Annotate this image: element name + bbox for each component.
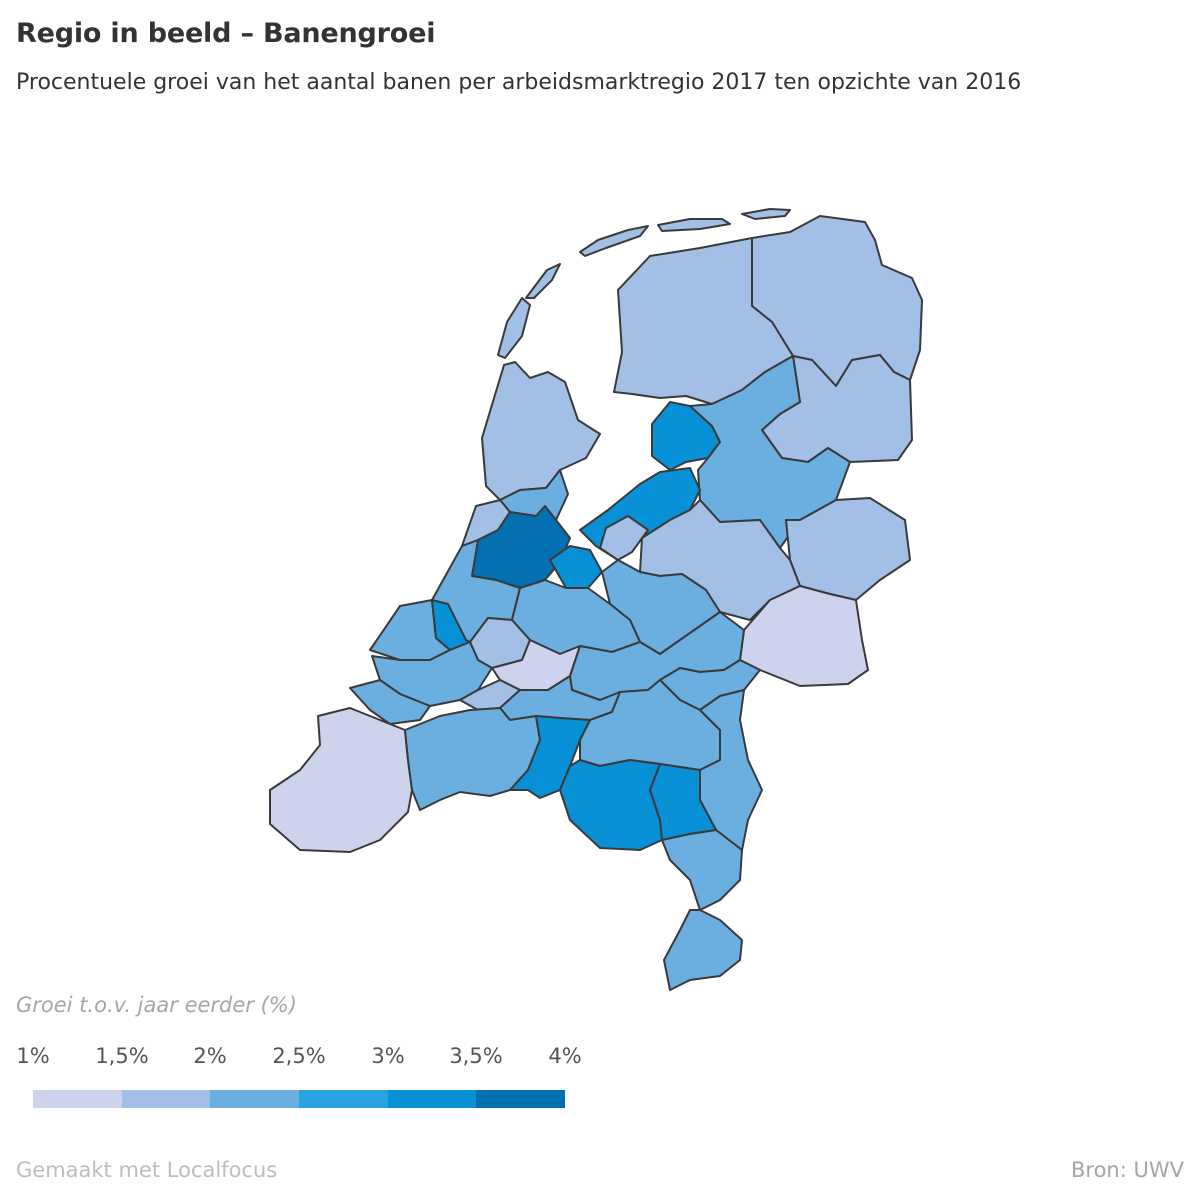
page-subtitle: Procentuele groei van het aantal banen p… bbox=[16, 70, 1022, 95]
map-region[interactable] bbox=[689, 355, 851, 549]
legend-tick-label: 3,5% bbox=[449, 1044, 503, 1068]
legend-swatch bbox=[387, 1090, 477, 1108]
legend-tick-label: 1% bbox=[16, 1044, 50, 1068]
map-island[interactable] bbox=[525, 263, 561, 299]
made-with-credit[interactable]: Gemaakt met Localfocus bbox=[16, 1158, 278, 1182]
map-region[interactable] bbox=[663, 909, 743, 991]
legend-swatch bbox=[121, 1090, 211, 1108]
legend-ticks: 1% 1,5% 2% 2,5% 3% 3,5% 4% bbox=[0, 1044, 620, 1074]
legend-tick-label: 4% bbox=[548, 1044, 582, 1068]
source-credit: Bron: UWV bbox=[1071, 1158, 1184, 1182]
map-region[interactable] bbox=[599, 515, 649, 561]
map-region[interactable] bbox=[404, 707, 541, 811]
legend-swatch bbox=[210, 1090, 300, 1108]
page-title: Regio in beeld – Banengroei bbox=[16, 18, 436, 49]
legend-tick-label: 2% bbox=[193, 1044, 227, 1068]
map-region[interactable] bbox=[661, 829, 743, 911]
legend-tick-label: 1,5% bbox=[95, 1044, 149, 1068]
legend-tick-label: 3% bbox=[371, 1044, 405, 1068]
map-region[interactable] bbox=[699, 689, 763, 851]
map-island[interactable] bbox=[497, 297, 531, 359]
map-region[interactable] bbox=[509, 715, 591, 799]
map-region[interactable] bbox=[481, 361, 601, 501]
map-region[interactable] bbox=[559, 759, 663, 851]
map-region[interactable] bbox=[639, 499, 801, 621]
legend-swatch bbox=[476, 1090, 566, 1108]
legend-swatch bbox=[33, 1090, 122, 1108]
map-island[interactable] bbox=[579, 225, 649, 257]
map-island[interactable] bbox=[657, 218, 731, 232]
legend-color-bar bbox=[33, 1090, 566, 1108]
legend-swatch bbox=[299, 1090, 388, 1108]
map-region[interactable] bbox=[269, 707, 413, 853]
legend-tick-label: 2,5% bbox=[272, 1044, 326, 1068]
map-island[interactable] bbox=[741, 208, 791, 220]
legend-title: Groei t.o.v. jaar eerder (%) bbox=[16, 993, 297, 1017]
map-region[interactable] bbox=[349, 679, 431, 725]
